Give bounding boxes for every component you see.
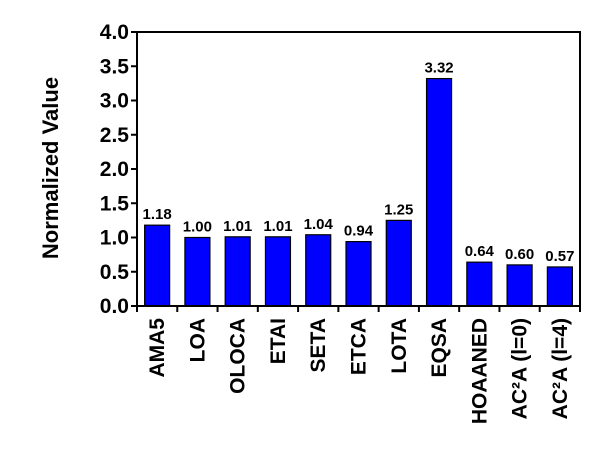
bar [345, 241, 372, 307]
y-tick-label: 1.0 [100, 227, 129, 250]
bar-data-label: 3.32 [424, 60, 453, 77]
bar-data-label: 0.64 [465, 243, 495, 260]
x-category-label: OLOCA [227, 318, 250, 394]
y-tick-label: 4.0 [100, 21, 129, 44]
bar-data-label: 0.60 [505, 246, 534, 263]
x-category-label: AC²A (l=4) [549, 318, 572, 419]
bar [546, 266, 573, 307]
x-category-label: HOAANED [468, 318, 491, 424]
bars [144, 77, 573, 307]
x-category-label: ETAI [267, 318, 290, 364]
plot-frame [136, 31, 581, 307]
bar [466, 261, 493, 307]
x-category-label: AC²A (l=0) [509, 318, 532, 419]
y-tick-label: 1.5 [100, 192, 130, 215]
bar-data-label: 1.00 [183, 219, 212, 236]
bar [425, 77, 453, 307]
bar-data-label: 1.01 [263, 218, 292, 235]
y-tick-label: 3.5 [100, 55, 130, 78]
bar-data-label: 0.57 [545, 248, 574, 265]
bar-data-label: 1.25 [384, 201, 413, 218]
bar [264, 236, 292, 307]
y-axis-title: Normalized Value [38, 77, 63, 259]
bar-data-label: 1.01 [223, 218, 252, 235]
bar [144, 224, 171, 307]
bar-data-label: 1.04 [304, 216, 334, 233]
y-tick-label: 3.0 [100, 90, 129, 113]
bar [305, 234, 332, 307]
x-category-label: EQSA [428, 318, 451, 378]
y-axis-ticks: 0.0 0.5 1.0 1.5 2.0 2.5 3.0 3.5 4.0 [100, 21, 137, 318]
x-category-label: SETA [307, 318, 330, 372]
bar [506, 264, 533, 307]
bar-data-label: 1.18 [143, 206, 172, 223]
data-labels: 1.18 1.00 1.01 1.01 1.04 0.94 1.25 3.32 0.64 0.60… [143, 60, 575, 265]
bar [385, 219, 412, 307]
y-tick-label: 0.5 [100, 261, 130, 284]
bar [224, 236, 251, 307]
x-category-label: ETCA [348, 318, 371, 375]
bar-data-label: 0.94 [344, 223, 374, 240]
y-tick-label: 2.5 [100, 124, 130, 147]
x-category-label: LOA [186, 318, 209, 362]
y-tick-label: 2.0 [100, 158, 129, 181]
x-axis-labels: AMA5 LOA OLOCA ETAI SETA ETCA LOTA EQSA HOAANED A… [136, 306, 581, 424]
x-category-label: LOTA [388, 318, 411, 374]
bar [184, 236, 211, 307]
x-category-label: AMA5 [146, 318, 169, 378]
y-tick-label: 0.0 [100, 295, 129, 318]
